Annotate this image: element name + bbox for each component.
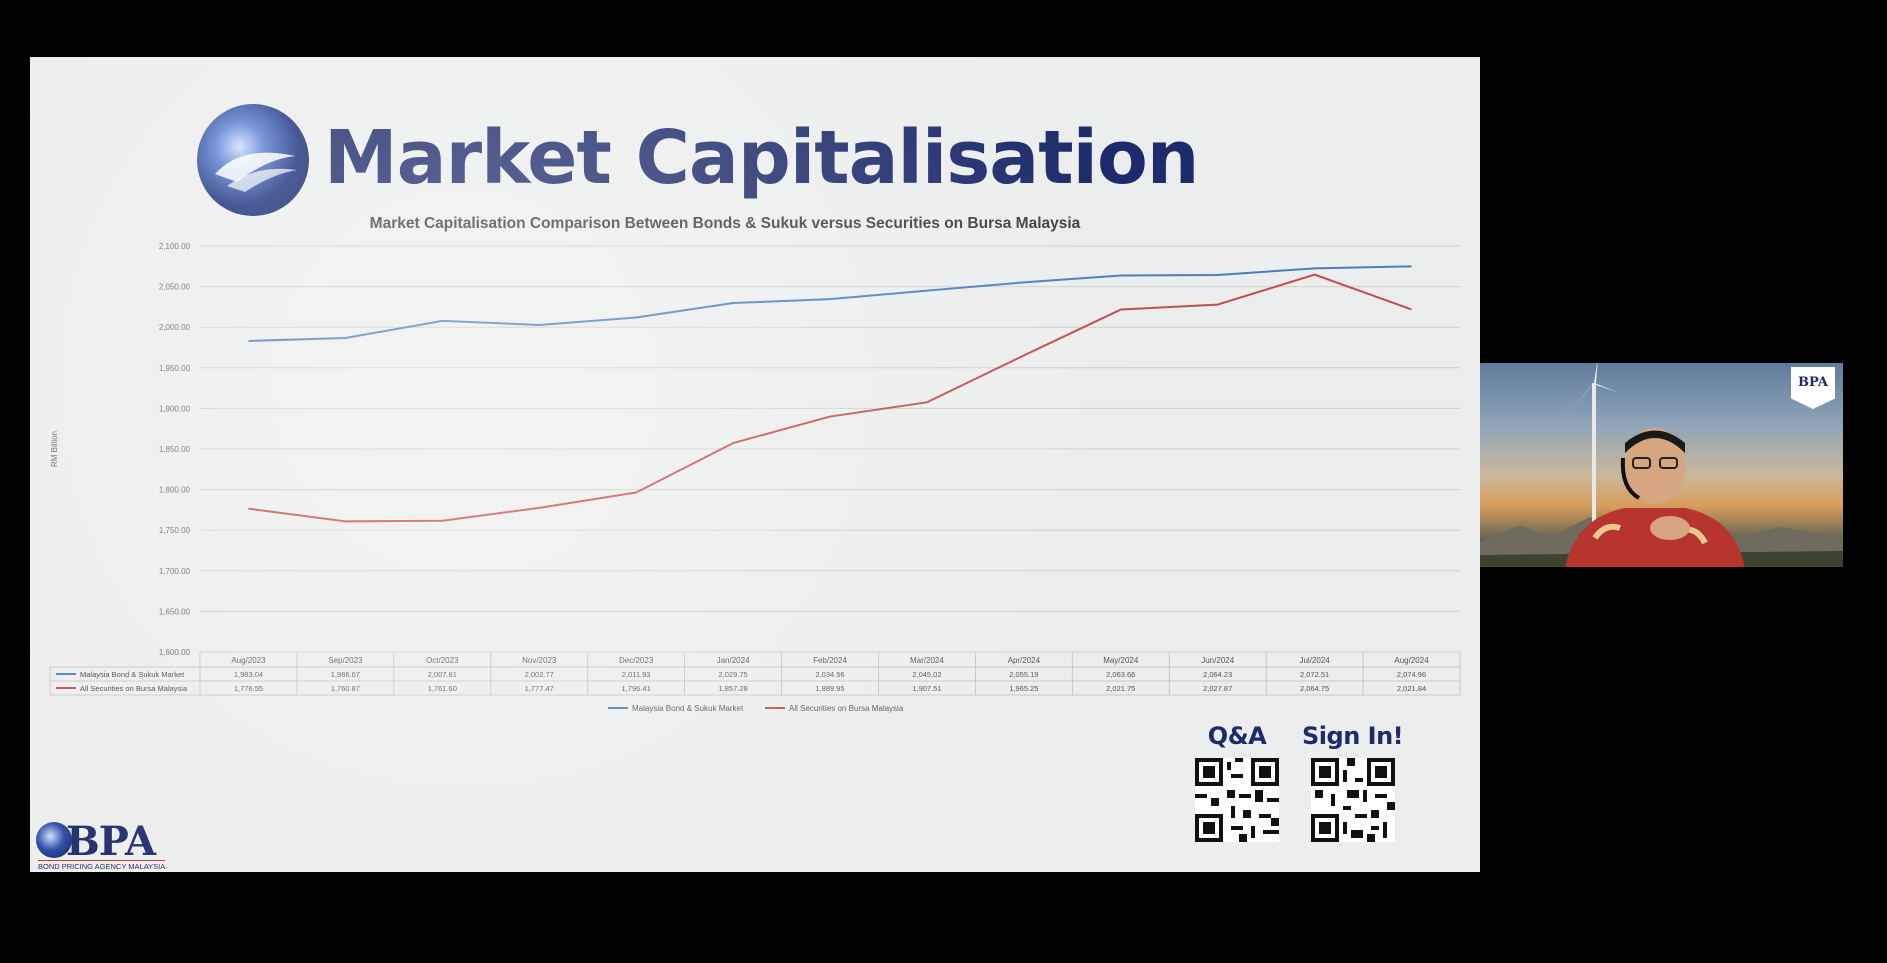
table-data-value: 2,055.19 [1009,670,1038,679]
y-tick-label: 1,800.00 [159,486,191,495]
y-tick-label: 1,900.00 [159,404,191,413]
table-data-value: 2,064.75 [1300,684,1329,693]
legend-label: All Securities on Bursa Malaysia [789,704,904,713]
table-series-name: All Securities on Bursa Malaysia [80,684,188,693]
table-data-value: 2,064.23 [1203,670,1232,679]
y-tick-label: 1,950.00 [159,364,191,373]
table-data-value: 2,029.75 [718,670,747,679]
table-data-value: 2,011.93 [622,670,651,679]
x-tick-label: Nov/2023 [522,656,557,665]
x-tick-label: Jan/2024 [717,656,750,665]
x-tick-label: Oct/2023 [426,656,459,665]
x-tick-label: Apr/2024 [1008,656,1041,665]
market-cap-line-chart: 2,100.00 2,050.00 2,000.00 1,950.00 1,900.00… [49,242,1461,713]
table-data-value: 1,907.51 [912,684,941,693]
bpa-org-logo: BPA BOND PRICING AGENCY MALAYSIA [36,814,166,871]
table-data-value: 1,760.87 [331,684,360,693]
brand-globe-logo [197,104,309,216]
table-data-value: 2,002.77 [525,670,554,679]
presentation-slide: Market Capitalisation Market Capitalisat… [30,57,1480,872]
y-tick-label: 1,700.00 [159,567,191,576]
y-tick-label: 1,850.00 [159,445,191,454]
qa-label: Q&A [1207,722,1267,750]
x-tick-label: Feb/2024 [813,656,847,665]
presenter-video-tile[interactable]: BPA [1480,363,1843,567]
x-tick-label: Mar/2024 [910,656,944,665]
bpa-globe-icon [36,822,72,858]
qa-qr-block[interactable]: Q&A [1195,722,1279,846]
table-data-value: 2,045.02 [912,670,941,679]
bond-sukuk-series-line [248,265,1412,342]
table-data-value: 2,072.51 [1300,670,1329,679]
x-tick-label: Sep/2023 [328,656,363,665]
table-data-value: 1,983.04 [234,670,263,679]
slide-title: Market Capitalisation [324,115,1199,201]
table-series-name: Malaysia Bond & Sukuk Market [80,670,185,679]
x-tick-label: Aug/2024 [1394,656,1429,665]
wind-turbine-icon [1565,363,1620,567]
bursa-securities-series-line [248,273,1412,523]
table-data-value: 1,986.67 [331,670,360,679]
table-data-value: 2,021.75 [1106,684,1135,693]
qa-qr-code-icon[interactable] [1195,758,1279,842]
y-tick-label: 1,600.00 [159,648,191,657]
x-tick-label: Dec/2023 [619,656,654,665]
table-data-value: 1,776.55 [234,684,263,693]
y-tick-label: 1,650.00 [159,607,191,616]
legend-label: Malaysia Bond & Sukuk Market [632,704,744,713]
table-data-value: 2,027.87 [1203,684,1232,693]
table-data-value: 1,761.60 [428,684,457,693]
y-axis-label: RM Billion [50,431,59,467]
table-data-value: 1,777.47 [525,684,554,693]
video-bpa-logo: BPA [1791,367,1835,409]
table-data-value: 1,965.25 [1009,684,1038,693]
signin-qr-block[interactable]: Sign In! [1302,722,1404,846]
y-tick-label: 2,050.00 [159,283,191,292]
y-tick-label: 2,100.00 [159,242,191,251]
presenter-person [1565,428,1745,567]
table-data-value: 2,074.96 [1397,670,1426,679]
x-tick-label: Aug/2023 [231,656,266,665]
x-tick-label: May/2024 [1103,656,1139,665]
y-tick-label: 2,000.00 [159,323,191,332]
table-data-value: 2,021.84 [1397,684,1426,693]
chart-title-text: Market Capitalisation Comparison Between… [369,215,1081,232]
y-tick-label: 1,750.00 [159,526,191,535]
chart-title: Market Capitalisation Comparison Between… [30,215,1480,233]
x-tick-label: Jun/2024 [1201,656,1234,665]
table-data-value: 2,034.56 [815,670,844,679]
x-tick-label: Jul/2024 [1299,656,1330,665]
table-data-value: 1,796.41 [622,684,651,693]
video-logo-text: BPA [1798,375,1828,390]
signin-qr-code-icon[interactable] [1310,758,1395,842]
table-data-value: 1,889.95 [815,684,844,693]
signin-label: Sign In! [1302,722,1404,750]
table-data-value: 2,007.81 [428,670,457,679]
bpa-logo-subtext: BOND PRICING AGENCY MALAYSIA [38,860,166,871]
bpa-logo-text: BPA [66,818,156,865]
table-data-value: 2,063.66 [1106,670,1135,679]
table-data-value: 1,857.28 [718,684,747,693]
